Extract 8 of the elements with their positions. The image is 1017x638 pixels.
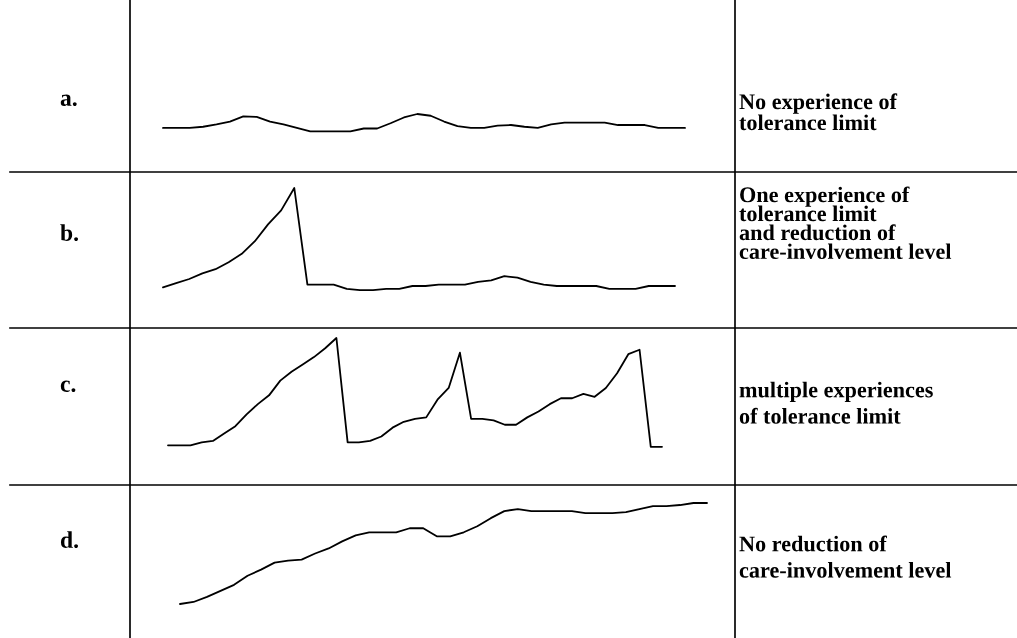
text: No experience of tolerance limit [739, 93, 898, 131]
text: b. [60, 224, 78, 242]
text: One experience of tolerance limit and reduction of care-involvement level [739, 186, 952, 260]
chart-title: a. [60, 94, 77, 107]
text: d. [60, 531, 78, 549]
text: c. [60, 380, 76, 393]
text: multiple experiences of tolerance limit [739, 381, 933, 424]
text: No reduction of care-involvement level [739, 535, 952, 578]
